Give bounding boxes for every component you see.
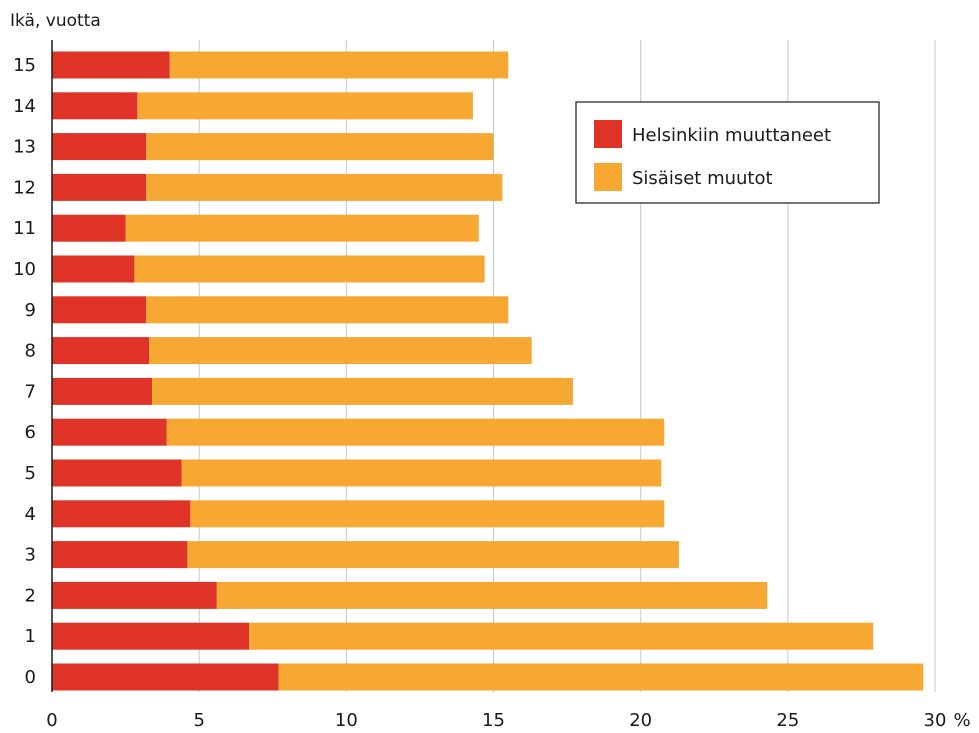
bar-segment-helsinkiin-muuttaneet-age-11 <box>52 214 126 242</box>
bar-segment-sisaiset-muutot-age-14 <box>137 92 473 120</box>
x-tick-label: 15 <box>482 710 505 731</box>
y-tick-label: 0 <box>25 667 36 688</box>
bar-segment-helsinkiin-muuttaneet-age-10 <box>52 255 135 283</box>
x-axis-unit: % <box>953 710 970 731</box>
bar-segment-sisaiset-muutot-age-4 <box>190 500 665 528</box>
bar-segment-sisaiset-muutot-age-1 <box>249 622 874 650</box>
y-tick-label: 12 <box>13 177 36 198</box>
bar-segment-sisaiset-muutot-age-10 <box>134 255 485 283</box>
y-tick-label: 5 <box>25 463 36 484</box>
bars <box>52 51 924 691</box>
legend-label-helsinkiin-muuttaneet: Helsinkiin muuttaneet <box>632 125 831 146</box>
bar-segment-helsinkiin-muuttaneet-age-3 <box>52 541 188 569</box>
bar-segment-sisaiset-muutot-age-8 <box>149 337 532 365</box>
bar-segment-helsinkiin-muuttaneet-age-8 <box>52 337 150 365</box>
bar-segment-sisaiset-muutot-age-6 <box>166 418 665 446</box>
bar-segment-helsinkiin-muuttaneet-age-7 <box>52 377 153 405</box>
x-tick-label: 25 <box>776 710 799 731</box>
x-tick-label: 20 <box>629 710 652 731</box>
y-axis-title: Ikä, vuotta <box>10 11 101 31</box>
x-tick-label: 5 <box>193 710 204 731</box>
x-tick-label: 10 <box>335 710 358 731</box>
y-tick-label: 2 <box>25 585 36 606</box>
y-tick-label: 11 <box>13 218 36 239</box>
legend: Helsinkiin muuttaneet Sisäiset muutot <box>575 101 880 204</box>
bar-segment-helsinkiin-muuttaneet-age-0 <box>52 663 279 691</box>
y-tick-label: 15 <box>13 55 36 76</box>
bar-segment-sisaiset-muutot-age-3 <box>187 541 679 569</box>
y-tick-label: 9 <box>25 300 36 321</box>
y-tick-label: 8 <box>25 341 36 362</box>
bar-segment-sisaiset-muutot-age-2 <box>216 581 768 609</box>
legend-label-sisaiset-muutot: Sisäiset muutot <box>632 168 773 189</box>
bar-segment-helsinkiin-muuttaneet-age-14 <box>52 92 138 120</box>
bar-segment-helsinkiin-muuttaneet-age-6 <box>52 418 167 446</box>
bar-segment-sisaiset-muutot-age-12 <box>146 173 503 201</box>
bar-segment-sisaiset-muutot-age-7 <box>152 377 573 405</box>
bar-segment-helsinkiin-muuttaneet-age-13 <box>52 133 147 161</box>
y-tick-label: 3 <box>25 545 36 566</box>
bar-segment-helsinkiin-muuttaneet-age-15 <box>52 51 170 79</box>
y-tick-label: 1 <box>25 626 36 647</box>
bar-segment-helsinkiin-muuttaneet-age-1 <box>52 622 250 650</box>
bar-segment-sisaiset-muutot-age-0 <box>278 663 924 691</box>
bar-segment-sisaiset-muutot-age-9 <box>146 296 509 324</box>
y-tick-label: 14 <box>13 96 36 117</box>
y-tick-label: 6 <box>25 422 36 443</box>
bar-segment-helsinkiin-muuttaneet-age-5 <box>52 459 182 487</box>
bar-segment-helsinkiin-muuttaneet-age-12 <box>52 173 147 201</box>
x-tick-label: 0 <box>46 710 57 731</box>
y-tick-label: 7 <box>25 381 36 402</box>
legend-swatch-sisaiset-muutot <box>594 163 622 191</box>
legend-swatch-helsinkiin-muuttaneet <box>594 120 622 148</box>
y-tick-label: 13 <box>13 137 36 158</box>
bar-segment-helsinkiin-muuttaneet-age-4 <box>52 500 191 528</box>
x-tick-label: 30 <box>924 710 947 731</box>
legend-box <box>575 101 880 204</box>
bar-segment-helsinkiin-muuttaneet-age-2 <box>52 581 217 609</box>
y-tick-label: 10 <box>13 259 36 280</box>
x-tick-labels: 0 5 10 15 20 25 30 <box>46 710 946 731</box>
bar-segment-sisaiset-muutot-age-13 <box>146 133 494 161</box>
bar-segment-helsinkiin-muuttaneet-age-9 <box>52 296 147 324</box>
bar-segment-sisaiset-muutot-age-11 <box>125 214 479 242</box>
bar-segment-sisaiset-muutot-age-15 <box>169 51 509 79</box>
bar-segment-sisaiset-muutot-age-5 <box>181 459 662 487</box>
y-tick-label: 4 <box>25 504 36 525</box>
